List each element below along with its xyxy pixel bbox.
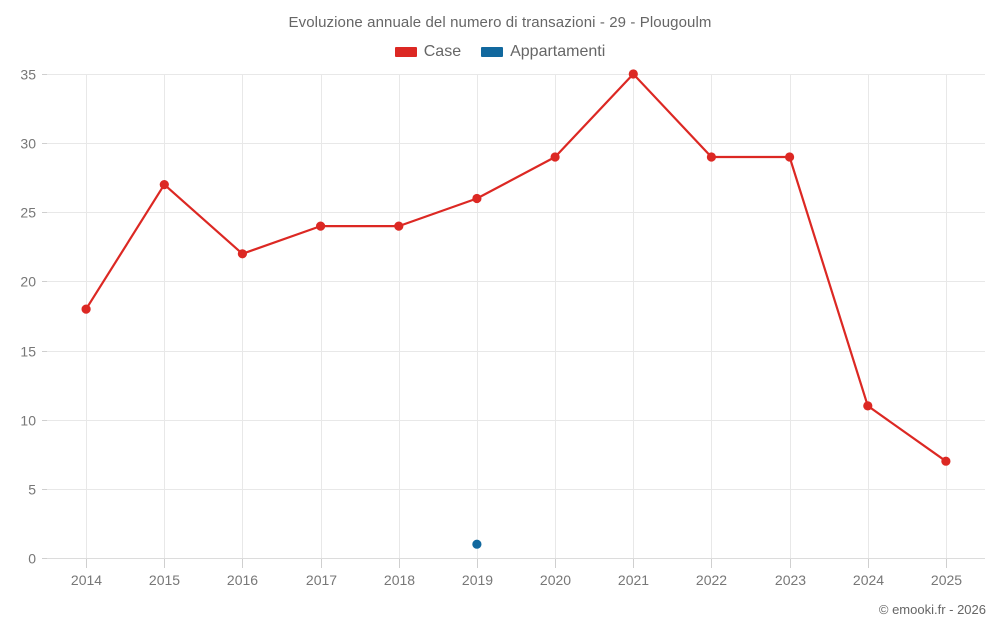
y-tick-label: 20 [20, 274, 36, 290]
y-tick-label: 0 [28, 551, 36, 567]
y-axis-ticks: 0 5 10 15 20 25 30 35 [20, 67, 36, 567]
x-tick-label: 2018 [384, 572, 415, 588]
data-point-marker[interactable] [550, 152, 560, 162]
x-axis-ticks: 2014 2015 2016 2017 2018 2019 2020 2021 2022 2023… [71, 572, 962, 588]
x-tick-label: 2021 [618, 572, 649, 588]
data-point-marker[interactable] [394, 221, 404, 231]
legend-item-appartamenti[interactable]: Appartamenti [481, 43, 605, 61]
y-tick-label: 15 [20, 344, 36, 360]
chart-title: Evoluzione annuale del numero di transaz… [288, 14, 712, 31]
y-tick-label: 35 [20, 67, 36, 83]
data-point-marker[interactable] [316, 221, 326, 231]
data-point-marker[interactable] [863, 401, 873, 411]
legend-item-label: Case [423, 43, 462, 60]
legend-swatch-icon [394, 47, 417, 57]
data-point-marker[interactable] [81, 304, 91, 314]
y-tick-label: 25 [20, 205, 36, 221]
data-point-marker[interactable] [706, 152, 717, 162]
legend-item-case[interactable]: Case [394, 43, 462, 61]
data-point-marker[interactable] [237, 249, 247, 259]
data-point-marker[interactable] [785, 152, 795, 162]
x-tick-label: 2023 [775, 572, 806, 588]
x-tick-label: 2025 [931, 572, 962, 588]
series-line-case [85, 72, 947, 463]
data-point-marker[interactable] [472, 193, 482, 204]
axis-group [42, 74, 985, 568]
x-tick-label: 2020 [540, 572, 571, 588]
y-tick-label: 30 [20, 136, 36, 152]
footer-credit: © emooki.fr - 2026 [878, 602, 986, 617]
data-point-marker[interactable] [472, 539, 482, 549]
gridlines-group [47, 74, 985, 559]
x-tick-label: 2015 [149, 572, 180, 588]
y-tick-label: 5 [28, 482, 36, 498]
x-tick-label: 2014 [71, 572, 102, 588]
data-point-marker[interactable] [628, 69, 638, 79]
data-point-marker[interactable] [159, 180, 169, 190]
x-tick-label: 2017 [306, 572, 337, 588]
legend-swatch-icon [481, 47, 504, 57]
legend-item-label: Appartamenti [510, 43, 606, 60]
data-point-marker[interactable] [941, 456, 951, 466]
x-tick-label: 2022 [696, 572, 727, 588]
chart-legend: Case Appartamenti [0, 43, 1000, 61]
x-tick-label: 2016 [227, 572, 258, 588]
x-tick-label: 2019 [462, 572, 493, 588]
x-tick-label: 2024 [853, 572, 884, 588]
y-tick-label: 10 [20, 413, 36, 429]
series-group [81, 69, 951, 549]
